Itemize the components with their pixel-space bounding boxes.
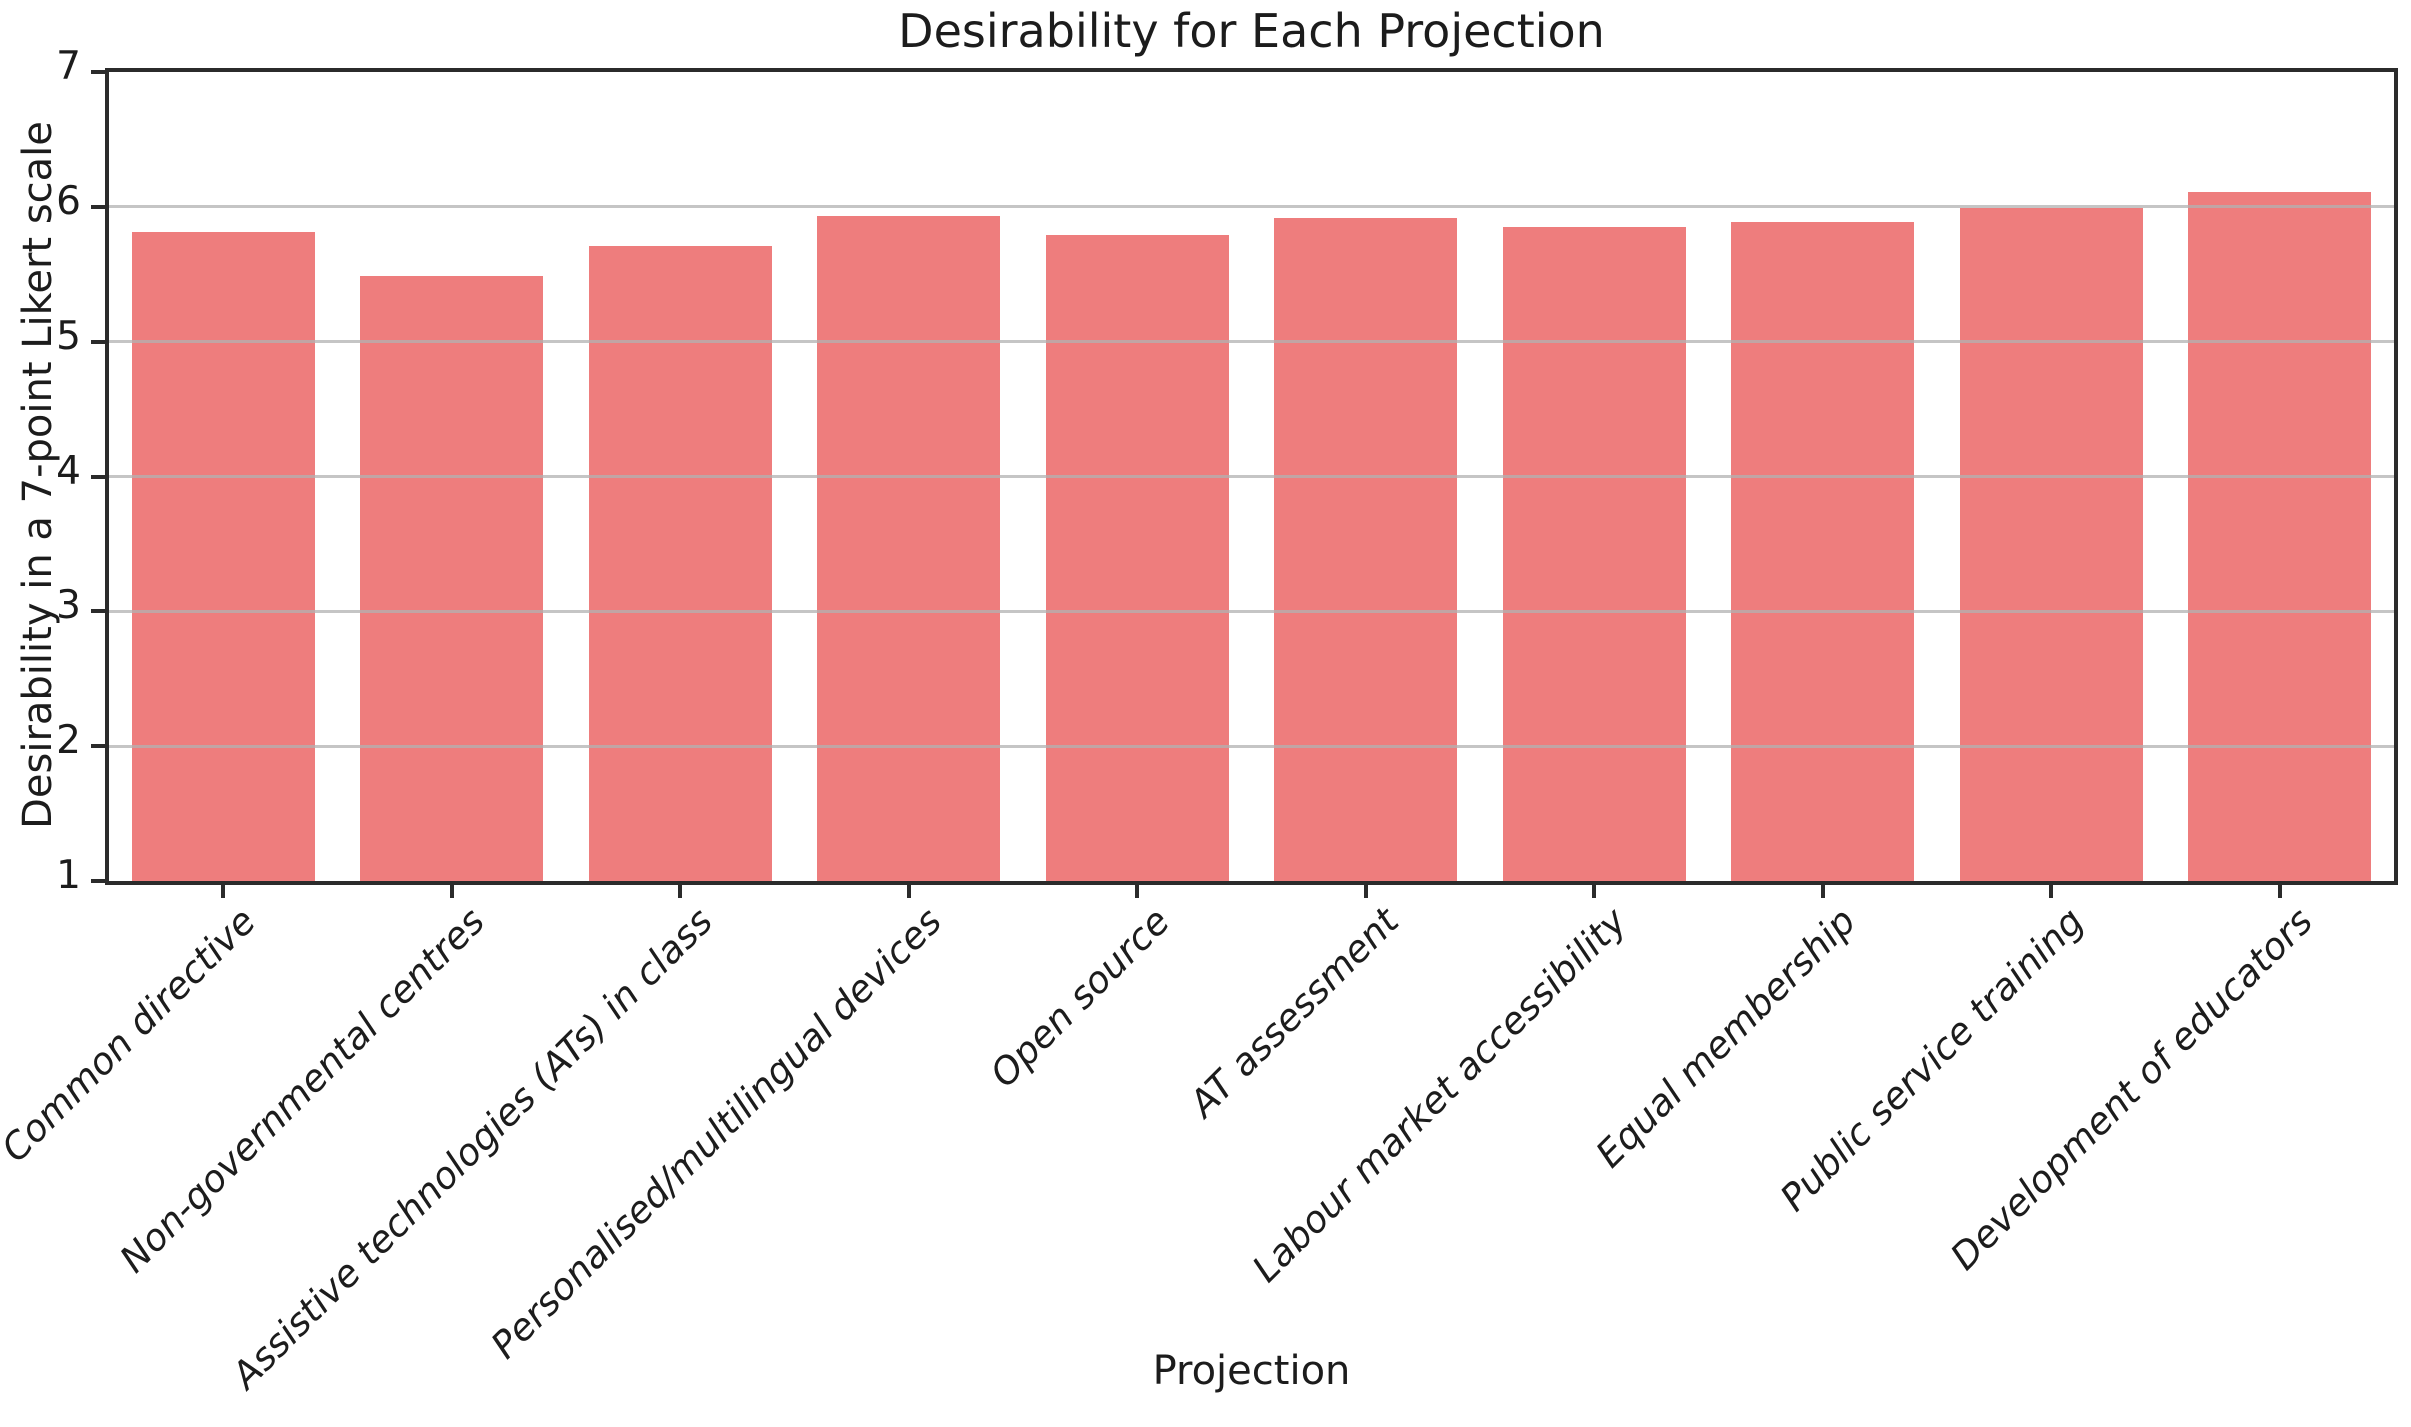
x-axis-tick xyxy=(449,885,454,898)
gridline xyxy=(109,340,2394,344)
y-tick-label: 4 xyxy=(56,448,81,494)
x-axis-label: Projection xyxy=(1152,1348,1351,1394)
gridline xyxy=(109,609,2394,613)
y-tick-label: 3 xyxy=(56,583,81,629)
x-axis-tick xyxy=(1363,885,1368,898)
gridline xyxy=(109,475,2394,478)
bar xyxy=(2188,192,2372,881)
x-axis-tick xyxy=(2049,885,2054,898)
y-tick-label: 2 xyxy=(56,718,81,764)
bar xyxy=(360,275,544,881)
y-tick-label: 7 xyxy=(56,44,81,89)
bar xyxy=(1959,208,2143,881)
bar xyxy=(1731,221,1915,881)
x-axis-tick xyxy=(906,885,911,898)
gridline xyxy=(109,205,2394,209)
bar xyxy=(588,245,772,881)
x-axis-tick xyxy=(1592,885,1597,898)
gridline xyxy=(109,744,2394,748)
y-axis-tick xyxy=(91,70,105,74)
bar xyxy=(131,232,315,881)
y-axis-tick xyxy=(91,474,105,479)
y-axis-tick xyxy=(91,879,105,883)
y-tick-label: 6 xyxy=(56,178,81,224)
chart-title: Desirability for Each Projection xyxy=(898,4,1605,58)
bar xyxy=(817,216,1001,881)
x-axis-tick xyxy=(2277,885,2282,898)
x-axis-tick xyxy=(1820,885,1825,898)
bar xyxy=(1045,235,1229,881)
y-tick-label: 5 xyxy=(56,313,81,359)
plot-area xyxy=(105,68,2398,885)
y-axis-tick xyxy=(91,744,105,749)
y-axis-tick xyxy=(91,339,105,344)
bar xyxy=(1274,217,1458,881)
x-axis-tick xyxy=(1135,885,1140,898)
y-axis-tick xyxy=(91,204,105,209)
x-axis-tick xyxy=(221,885,226,898)
x-axis-tick xyxy=(678,885,683,898)
bar xyxy=(1502,227,1686,881)
y-axis-tick xyxy=(91,609,105,614)
y-tick-label: 1 xyxy=(56,853,81,898)
